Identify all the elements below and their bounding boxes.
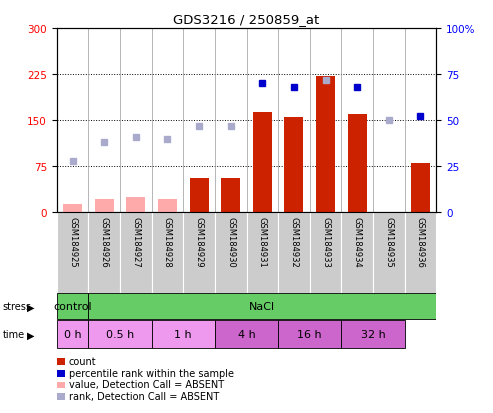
Bar xyxy=(158,199,177,213)
Bar xyxy=(411,164,430,213)
Bar xyxy=(278,320,341,349)
Bar xyxy=(310,213,341,293)
Bar xyxy=(316,77,335,213)
Text: 0.5 h: 0.5 h xyxy=(106,330,134,339)
Bar xyxy=(215,320,278,349)
Bar xyxy=(341,320,405,349)
Bar xyxy=(215,213,246,293)
Text: ▶: ▶ xyxy=(27,330,35,339)
Text: GSM184926: GSM184926 xyxy=(100,217,108,267)
Text: GSM184927: GSM184927 xyxy=(131,217,141,267)
Text: GSM184929: GSM184929 xyxy=(195,217,204,267)
Text: stress: stress xyxy=(2,301,32,312)
Text: 16 h: 16 h xyxy=(297,330,322,339)
Bar xyxy=(284,118,304,213)
Text: GSM184925: GSM184925 xyxy=(68,217,77,267)
Bar xyxy=(88,213,120,293)
Bar xyxy=(152,213,183,293)
Text: rank, Detection Call = ABSENT: rank, Detection Call = ABSENT xyxy=(69,391,219,401)
Text: 32 h: 32 h xyxy=(361,330,386,339)
Bar xyxy=(126,197,145,213)
Bar xyxy=(152,320,215,349)
Title: GDS3216 / 250859_at: GDS3216 / 250859_at xyxy=(174,13,319,26)
Text: GSM184935: GSM184935 xyxy=(385,217,393,267)
Text: GSM184932: GSM184932 xyxy=(289,217,298,267)
Text: 4 h: 4 h xyxy=(238,330,255,339)
Text: GSM184928: GSM184928 xyxy=(163,217,172,267)
Text: GSM184931: GSM184931 xyxy=(258,217,267,267)
Text: GSM184933: GSM184933 xyxy=(321,217,330,268)
Text: count: count xyxy=(69,356,96,366)
Bar xyxy=(57,294,88,320)
Bar xyxy=(348,115,367,213)
Bar xyxy=(189,179,209,213)
Text: GSM184936: GSM184936 xyxy=(416,217,425,268)
Text: 0 h: 0 h xyxy=(64,330,81,339)
Bar xyxy=(246,213,278,293)
Bar xyxy=(253,113,272,213)
Text: ▶: ▶ xyxy=(27,301,35,312)
Bar xyxy=(278,213,310,293)
Text: 1 h: 1 h xyxy=(175,330,192,339)
Bar xyxy=(405,213,436,293)
Bar xyxy=(120,213,152,293)
Bar xyxy=(341,213,373,293)
Bar xyxy=(63,205,82,213)
Bar xyxy=(88,320,152,349)
Bar xyxy=(57,213,88,293)
Text: value, Detection Call = ABSENT: value, Detection Call = ABSENT xyxy=(69,380,224,389)
Text: control: control xyxy=(53,301,92,312)
Bar xyxy=(373,213,405,293)
Bar xyxy=(95,199,113,213)
Text: GSM184934: GSM184934 xyxy=(352,217,362,267)
Bar xyxy=(183,213,215,293)
Bar xyxy=(221,179,240,213)
Text: percentile rank within the sample: percentile rank within the sample xyxy=(69,368,234,378)
Bar xyxy=(57,320,88,349)
Text: time: time xyxy=(2,330,25,339)
Text: NaCl: NaCl xyxy=(249,301,276,312)
Text: GSM184930: GSM184930 xyxy=(226,217,235,267)
